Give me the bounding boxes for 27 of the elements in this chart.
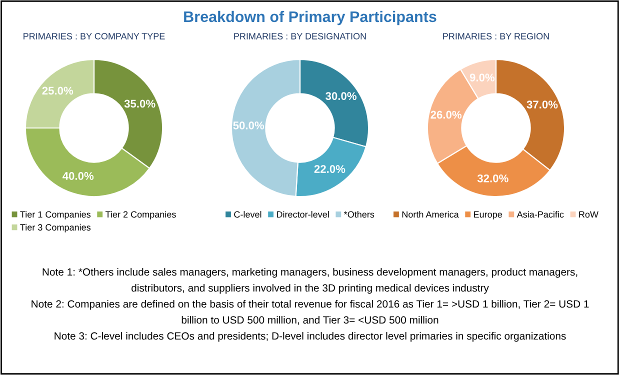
legend-label: Tier 1 Companies <box>20 211 91 220</box>
data-label: 26.0% <box>430 110 462 119</box>
legend-label: C-level <box>234 211 262 218</box>
chart-title: PRIMARIES : BY REGION <box>443 33 549 40</box>
text: Note 3: C-level includes CEOs and presidents; D-level includes director level primaries in specific organizations <box>54 332 566 342</box>
data-label: 25.0% <box>42 86 74 95</box>
text: Note 2: Companies are defined on the basis of their total revenue for fiscal 2016 as Tier 1= >USD 1 billion, Tier 2= USD 1 billion to USD 500 million, and Tier 3= <USD 500 million <box>32 300 589 325</box>
legend-label: *Others <box>344 211 374 218</box>
legend-label: Director-level <box>276 211 329 218</box>
data-label: 37.0% <box>526 100 558 108</box>
legend-label: North America <box>402 211 459 218</box>
data-label: 22.0% <box>314 165 346 173</box>
data-label: 32.0% <box>477 174 508 182</box>
legend-label: Tier 3 Companies <box>20 224 91 232</box>
legend-label: Tier 2 Companies <box>105 211 176 220</box>
text: Breakdown of Primary Participants <box>184 10 436 26</box>
legend-label: Europe <box>474 211 502 220</box>
data-label: 35.0% <box>124 100 156 108</box>
data-label: 30.0% <box>326 92 356 100</box>
data-label: 40.0% <box>62 172 94 180</box>
chart-title: PRIMARIES : BY COMPANY TYPE <box>24 33 165 40</box>
chart-title: PRIMARIES : BY DESIGNATION <box>234 33 366 40</box>
data-label: 50.0% <box>233 122 264 130</box>
data-label: 9.0% <box>470 74 495 82</box>
text: Note 1: *Others include sales managers, marketing managers, business development managers, product managers, distributors, and suppliers involved in the 3D printing medical devices industry <box>42 268 578 294</box>
legend-label: Asia-Pacific <box>516 211 564 218</box>
legend-label: RoW <box>579 211 598 218</box>
